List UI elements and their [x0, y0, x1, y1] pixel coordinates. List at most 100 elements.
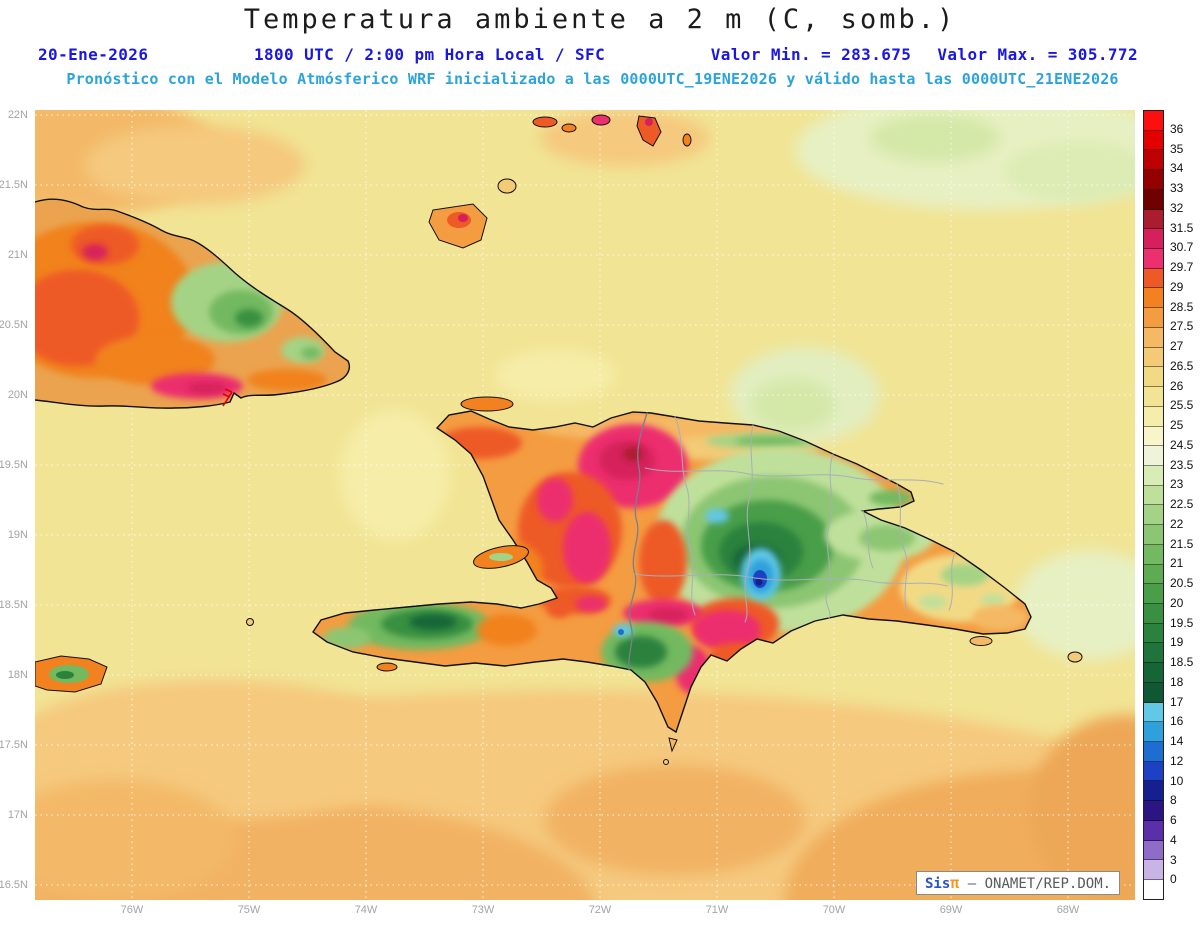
colorbar-cell	[1144, 111, 1163, 131]
map-canvas	[35, 110, 1135, 900]
colorbar-tick-label: 10	[1170, 773, 1184, 788]
colorbar-cell	[1144, 170, 1163, 190]
colorbar-tick-label: 18.5	[1170, 655, 1194, 669]
little-inagua	[497, 178, 517, 194]
colorbar-tick-label: 22.5	[1170, 497, 1194, 511]
caicos-mid	[591, 114, 611, 126]
colorbar-tick-label: 29.7	[1170, 260, 1194, 274]
colorbar-cell	[1144, 426, 1163, 447]
colorbar-cell	[1144, 623, 1163, 644]
colorbar-cell	[1144, 860, 1163, 881]
colorbar-tick-label: 28.5	[1170, 299, 1194, 314]
colorbar-cell	[1144, 288, 1163, 309]
time-label: 1800 UTC / 2:00 pm Hora Local / SFC	[253, 45, 606, 64]
colorbar-tick-label: 0	[1170, 872, 1177, 887]
lat-tick-label: 19.5N	[0, 459, 28, 471]
colorbar-cell	[1144, 130, 1163, 151]
colorbar-cell	[1144, 525, 1163, 545]
colorbar-tick-label: 32	[1170, 200, 1184, 215]
colorbar-cell	[1144, 387, 1163, 407]
colorbar-tick-label: 25	[1170, 418, 1184, 432]
lon-tick-label: 76W	[120, 904, 144, 916]
grand-turk	[682, 133, 692, 147]
watermark-pi-icon: π	[950, 874, 960, 892]
colorbar-tick-label: 19	[1170, 635, 1184, 650]
watermark-text: – ONAMET/REP.DOM.	[967, 876, 1112, 892]
saona-island	[969, 636, 993, 646]
lat-tick-label: 22N	[7, 109, 28, 121]
watermark: Sisπ – ONAMET/REP.DOM.	[916, 871, 1121, 895]
colorbar-tick-label: 16	[1170, 714, 1184, 729]
colorbar-tick-label: 31.5	[1170, 220, 1194, 235]
colorbar-tick-label: 21	[1170, 556, 1184, 571]
colorbar-tick-label: 12	[1170, 753, 1184, 768]
lon-tick-label: 74W	[354, 904, 378, 916]
colorbar-cell	[1144, 406, 1163, 427]
colorbar-tick-label: 26	[1170, 378, 1184, 393]
colorbar-cell	[1144, 643, 1163, 664]
islands	[35, 114, 1083, 765]
colorbar-cell	[1144, 761, 1163, 782]
mona-island	[1067, 651, 1083, 663]
colorbar-cell	[1144, 722, 1163, 742]
colorbar-tick-label: 26.5	[1170, 358, 1194, 373]
max-value-label: Valor Max. = 305.772	[937, 45, 1138, 64]
colorbar-tick-label: 14	[1170, 734, 1184, 748]
colorbar-tick-label: 19.5	[1170, 615, 1194, 630]
colorbar-cell	[1144, 781, 1163, 802]
map-area	[35, 110, 1135, 900]
colorbar-cell	[1144, 446, 1163, 466]
lon-tick-label: 70W	[822, 904, 846, 916]
colorbar-tick-label: 36	[1170, 121, 1184, 136]
colorbar-tick-label: 3	[1170, 852, 1177, 867]
colorbar-cell	[1144, 584, 1163, 604]
page-title: Temperatura ambiente a 2 m (C, somb.)	[243, 4, 957, 35]
lat-tick-label: 20N	[7, 389, 28, 401]
lat-tick-label: 20.5N	[0, 319, 28, 331]
colorbar-cell	[1144, 209, 1163, 230]
colorbar-tick-label: 33	[1170, 181, 1184, 195]
colorbar-tick-label: 18	[1170, 674, 1184, 689]
minmax-group: Valor Min. = 283.675 Valor Max. = 305.77…	[711, 45, 1138, 64]
colorbar-tick-label: 24.5	[1170, 437, 1194, 452]
date-label: 20-Ene-2026	[38, 45, 149, 64]
colorbar-tick-label: 21.5	[1170, 536, 1194, 551]
colorbar-tick-label: 34	[1170, 161, 1184, 176]
colorbar-tick-label: 20	[1170, 595, 1184, 610]
colorbar-tick-label: 8	[1170, 793, 1177, 808]
colorbar-cell	[1144, 189, 1163, 210]
watermark-sis: Sis	[925, 876, 951, 892]
colorbar-tick-label: 6	[1170, 813, 1177, 827]
lon-tick-label: 69W	[939, 904, 963, 916]
hispaniola-coastline	[312, 410, 1032, 734]
lon-tick-label: 68W	[1056, 904, 1080, 916]
colorbar-cell	[1144, 880, 1163, 899]
tortuga-island	[460, 396, 514, 412]
colorbar-cell	[1144, 465, 1163, 486]
caicos-west	[532, 116, 558, 128]
colorbar-tick-label: 20.5	[1170, 576, 1194, 590]
colorbar-cell	[1144, 564, 1163, 585]
colorbar-cell	[1144, 327, 1163, 348]
colorbar-tick-label: 23.5	[1170, 457, 1194, 472]
lat-tick-label: 21.5N	[0, 179, 28, 191]
colorbar-cell	[1144, 682, 1163, 703]
colorbar-cell	[1144, 367, 1163, 388]
lat-tick-label: 18.5N	[0, 599, 28, 611]
beata-island	[668, 737, 678, 753]
colorbar-tick-label: 23	[1170, 477, 1184, 492]
lat-tick-label: 17N	[7, 809, 28, 821]
lat-tick-label: 16.5N	[0, 879, 28, 891]
lon-axis: 76W 75W 74W 73W 72W 71W 70W 69W 68W	[35, 904, 1135, 920]
colorbar-tick-label: 25.5	[1170, 398, 1194, 413]
validity-line: 20-Ene-2026 1800 UTC / 2:00 pm Hora Loca…	[38, 45, 1138, 64]
colorbar-cell	[1144, 268, 1163, 289]
colorbar-cell	[1144, 347, 1163, 368]
lon-tick-label: 75W	[237, 904, 261, 916]
colorbar-cell	[1144, 544, 1163, 565]
caicos-east	[636, 115, 662, 147]
colorbar-cell	[1144, 840, 1163, 861]
cuba-coastline	[35, 198, 351, 409]
colorbar-tick-label: 27.5	[1170, 319, 1194, 334]
